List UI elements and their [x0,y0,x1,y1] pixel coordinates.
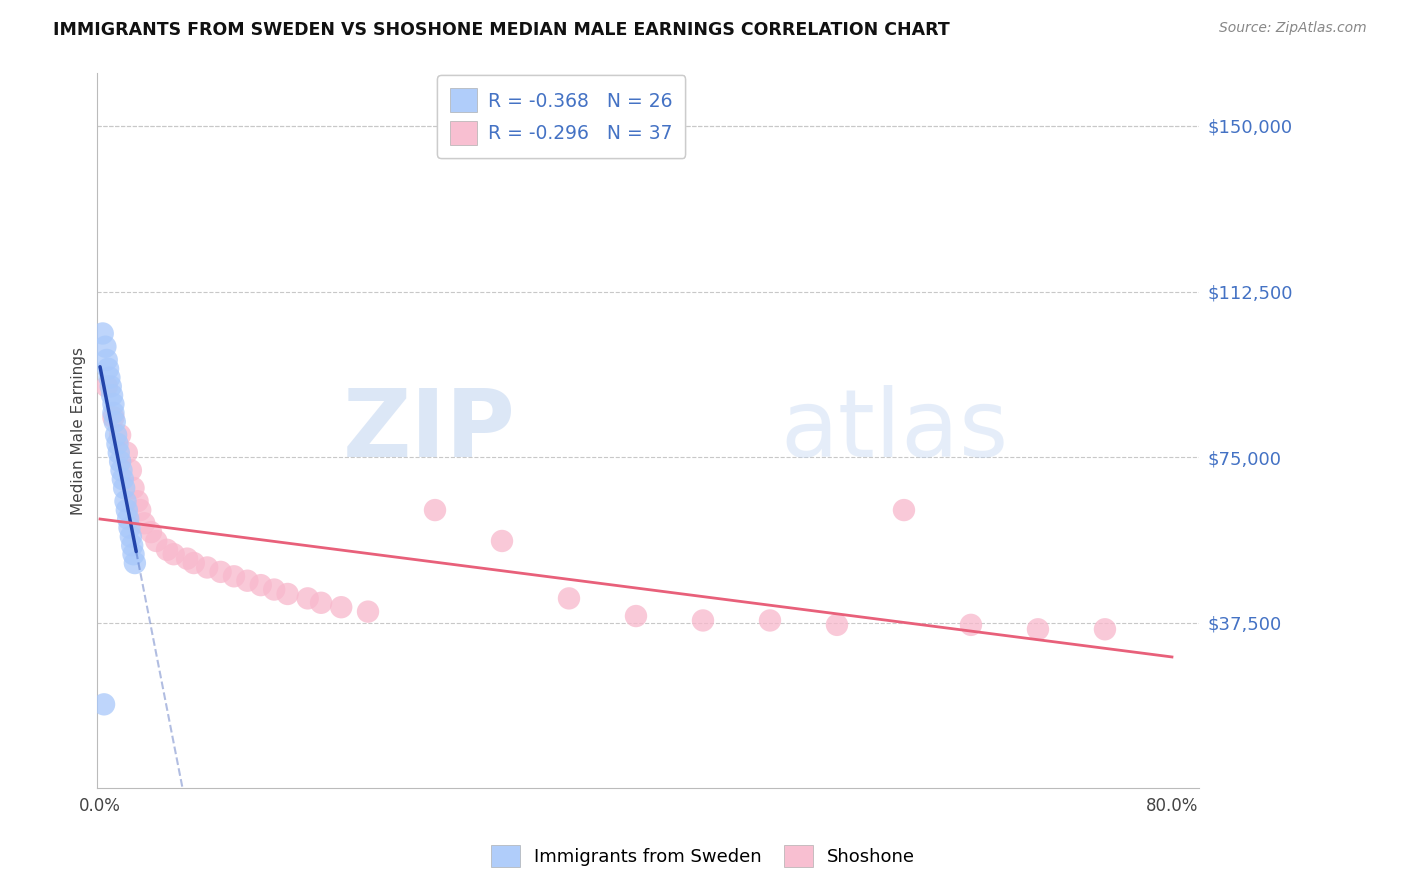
Point [134,516,156,531]
Legend: Immigrants from Sweden, Shoshone: Immigrants from Sweden, Shoshone [482,836,924,876]
Point [960,618,983,632]
Point [107,445,129,459]
Point [108,428,131,442]
Y-axis label: Median Male Earnings: Median Male Earnings [72,347,86,515]
Point [121,538,143,552]
Point [103,410,125,425]
Point [277,587,299,601]
Legend: R = -0.368   N = 26, R = -0.296   N = 37: R = -0.368 N = 26, R = -0.296 N = 37 [437,75,685,158]
Point [94,340,117,354]
Point [1026,622,1049,636]
Point [163,547,186,561]
Point [117,512,139,526]
Point [624,609,647,624]
Point [145,533,167,548]
Point [127,494,149,508]
Point [236,574,259,588]
Point [183,556,205,570]
Point [759,614,782,628]
Point [558,591,581,606]
Point [1094,622,1116,636]
Point [107,437,129,451]
Point [222,569,245,583]
Text: ZIP: ZIP [343,384,516,476]
Point [893,503,915,517]
Point [124,556,146,570]
Point [98,370,121,384]
Point [96,353,118,368]
Point [104,415,127,429]
Point [250,578,273,592]
Point [115,445,138,459]
Point [112,481,135,495]
Point [103,397,125,411]
Point [263,582,285,597]
Point [105,428,128,442]
Point [118,521,141,535]
Point [139,525,162,540]
Text: IMMIGRANTS FROM SWEDEN VS SHOSHONE MEDIAN MALE EARNINGS CORRELATION CHART: IMMIGRANTS FROM SWEDEN VS SHOSHONE MEDIA… [53,21,950,39]
Point [101,388,124,402]
Text: atlas: atlas [780,384,1008,476]
Point [96,379,118,393]
Point [825,618,848,632]
Point [156,542,179,557]
Point [93,698,115,712]
Point [491,533,513,548]
Point [110,463,132,477]
Point [103,406,125,420]
Point [297,591,319,606]
Point [129,503,152,517]
Point [100,379,122,393]
Point [108,454,131,468]
Point [209,565,232,579]
Point [97,361,120,376]
Point [330,600,353,615]
Point [115,503,138,517]
Point [195,560,218,574]
Point [692,614,714,628]
Point [309,596,332,610]
Point [122,547,145,561]
Point [176,551,198,566]
Point [114,494,136,508]
Point [111,472,134,486]
Point [357,605,380,619]
Point [120,463,142,477]
Point [120,530,142,544]
Point [423,503,446,517]
Point [91,326,114,341]
Point [122,481,145,495]
Text: Source: ZipAtlas.com: Source: ZipAtlas.com [1219,21,1367,36]
